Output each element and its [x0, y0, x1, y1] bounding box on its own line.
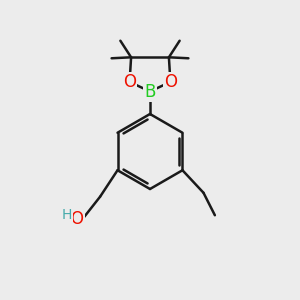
Text: O: O [70, 210, 84, 228]
Text: B: B [144, 82, 156, 100]
Text: O: O [123, 73, 136, 91]
Text: O: O [164, 73, 177, 91]
Text: H: H [62, 208, 72, 222]
